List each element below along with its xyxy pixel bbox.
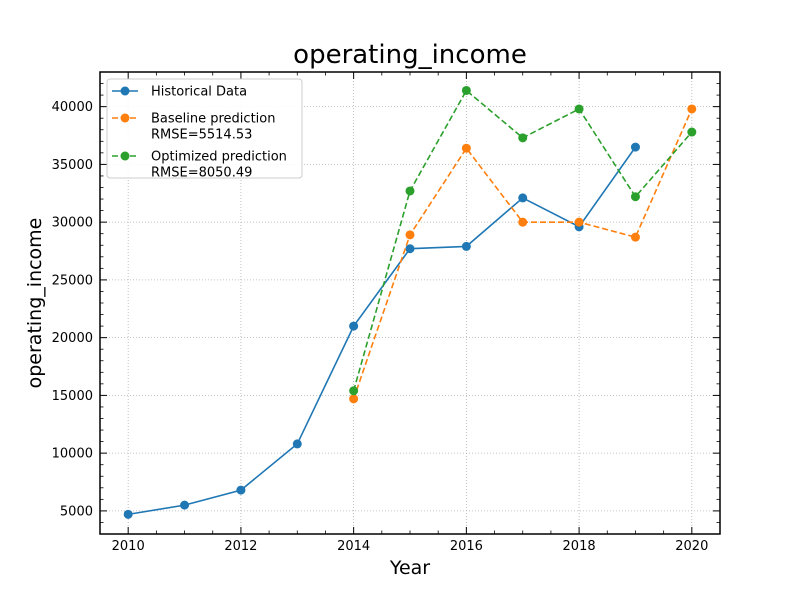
- y-tick-label: 10000: [52, 447, 93, 462]
- y-tick-label: 5000: [60, 504, 93, 519]
- x-tick-label: 2018: [563, 539, 596, 554]
- data-point: [574, 104, 584, 114]
- data-point: [518, 133, 528, 143]
- data-point: [461, 85, 471, 95]
- data-point: [349, 394, 359, 404]
- data-point: [349, 321, 359, 331]
- series-3: [349, 85, 697, 396]
- data-point: [630, 232, 640, 242]
- data-point: [574, 217, 584, 227]
- legend-box: [106, 78, 303, 179]
- legend-label: RMSE=8050.49: [151, 166, 252, 181]
- data-point: [123, 509, 133, 519]
- data-point: [405, 186, 415, 196]
- x-tick-label: 2016: [450, 539, 483, 554]
- legend-label: RMSE=5514.53: [151, 128, 252, 143]
- y-tick-label: 40000: [52, 100, 93, 115]
- data-point: [687, 127, 697, 137]
- x-tick-label: 2020: [675, 539, 708, 554]
- y-tick-label: 20000: [52, 331, 93, 346]
- x-tick-label: 2012: [224, 539, 257, 554]
- data-point: [236, 485, 246, 495]
- y-axis-label: operating_income: [24, 218, 46, 389]
- x-axis-label: Year: [389, 557, 430, 579]
- series-line: [128, 146, 637, 516]
- data-point: [518, 193, 528, 203]
- legend-label: Historical Data: [151, 85, 247, 100]
- legend-marker: [120, 151, 130, 161]
- data-point: [349, 386, 359, 396]
- data-point: [630, 192, 640, 202]
- y-tick-label: 35000: [52, 158, 93, 173]
- series-line: [352, 108, 693, 400]
- data-point: [630, 142, 640, 152]
- y-tick-label: 25000: [52, 273, 93, 288]
- data-point: [405, 230, 415, 240]
- data-point: [180, 500, 190, 510]
- legend-marker: [120, 86, 130, 96]
- ticks: 2010 2012 2014 2016 2018 2020 5000 10000 15000 20…: [52, 71, 721, 554]
- data-point: [461, 241, 471, 251]
- data-point: [405, 244, 415, 254]
- data-point: [461, 143, 471, 153]
- grid: [100, 72, 720, 534]
- legend-label: Baseline prediction: [151, 112, 275, 127]
- series-layer: [123, 85, 697, 519]
- data-point: [518, 217, 528, 227]
- legend-marker: [120, 113, 130, 123]
- y-tick-label: 15000: [52, 389, 93, 404]
- chart-title: operating_income: [293, 40, 527, 70]
- data-point: [292, 439, 302, 449]
- data-point: [687, 104, 697, 114]
- series-2: [349, 104, 697, 404]
- x-tick-label: 2014: [337, 539, 370, 554]
- legend: Historical Data Baseline predictionRMSE=5…: [106, 78, 303, 181]
- legend-label: Optimized prediction: [151, 150, 287, 165]
- series-1: [123, 142, 640, 519]
- y-tick-label: 30000: [52, 216, 93, 231]
- x-tick-label: 2010: [112, 539, 145, 554]
